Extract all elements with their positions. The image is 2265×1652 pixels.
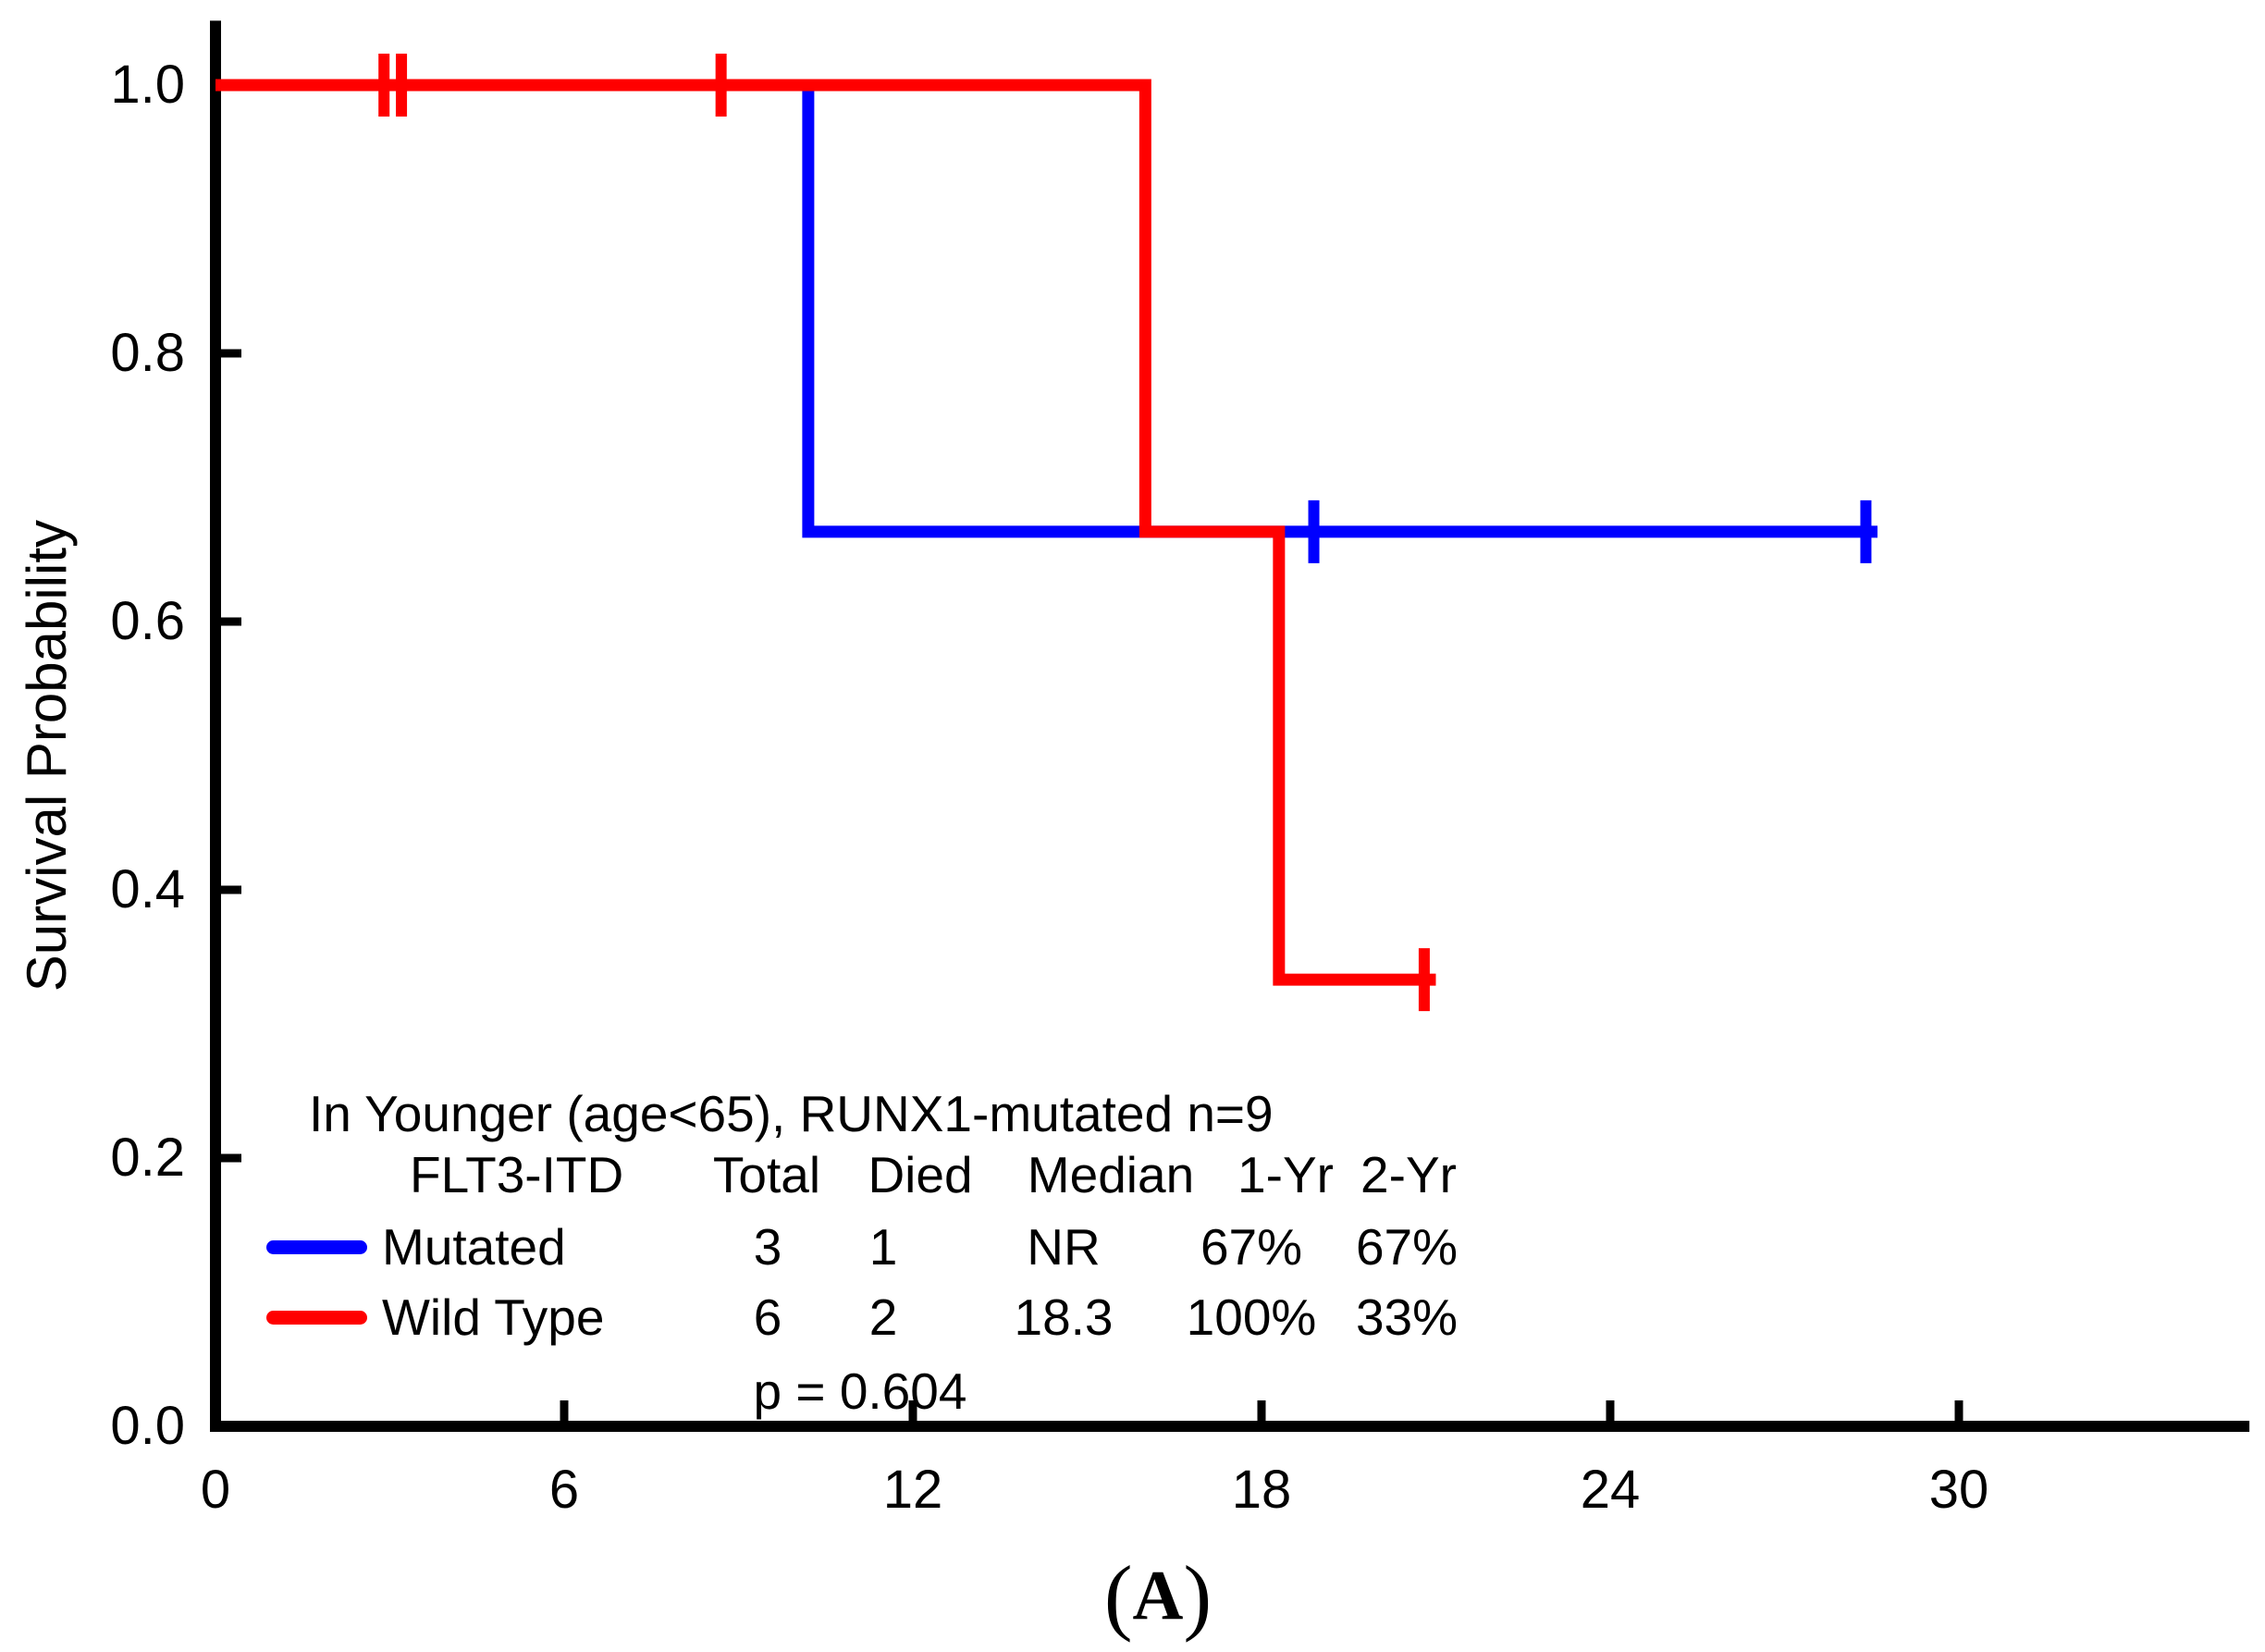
x-tick-label: 24 [1580, 1460, 1641, 1520]
caption-open-paren: ( [1103, 1548, 1133, 1643]
x-tick-label: 12 [882, 1460, 943, 1520]
legend-cell-2yr: 67% [1355, 1218, 1459, 1276]
panel-caption: (A) [1104, 1547, 1212, 1645]
caption-letter: A [1132, 1557, 1184, 1634]
legend-cell-1yr: 67% [1200, 1218, 1303, 1276]
x-tick-label: 6 [548, 1460, 580, 1520]
legend-cell-median: NR [1027, 1218, 1101, 1276]
legend-header-flt3-itd: FLT3-ITD [410, 1146, 624, 1203]
legend-cell-died: 1 [868, 1218, 898, 1276]
legend-cell-total: 6 [753, 1288, 782, 1346]
survival-curve-mutated [215, 79, 1878, 538]
legend-row-label: Wild Type [382, 1288, 605, 1346]
legend-cell-2yr: 33% [1355, 1288, 1459, 1346]
legend-context-line: In Younger (age<65), RUNX1-mutated n=9 [309, 1085, 1274, 1142]
y-axis-title-wrap: Survival Probability [7, 85, 85, 1426]
legend-header-died: Died [868, 1146, 973, 1203]
x-tick-label: 30 [1928, 1460, 1989, 1520]
legend-header-total: Total [712, 1146, 821, 1203]
legend-cell-1yr: 100% [1186, 1288, 1317, 1346]
y-tick-label: 0.4 [110, 859, 185, 919]
legend-cell-median: 18.3 [1014, 1288, 1114, 1346]
y-tick-label: 0.6 [110, 591, 185, 651]
survival-curve-wild-type [215, 79, 1436, 986]
legend-header-1yr: 1-Yr [1237, 1146, 1334, 1203]
legend-cell-total: 3 [753, 1218, 782, 1276]
caption-close-paren: ) [1183, 1548, 1213, 1643]
legend-header-2yr: 2-Yr [1360, 1146, 1457, 1203]
y-tick-label: 1.0 [110, 55, 185, 115]
legend-cell-died: 2 [868, 1288, 898, 1346]
y-tick-label: 0.0 [110, 1396, 185, 1456]
y-tick-label: 0.8 [110, 323, 185, 383]
p-value-text: p = 0.604 [753, 1362, 967, 1420]
legend-swatch-mutated [266, 1240, 367, 1254]
legend-swatch-wild-type [266, 1311, 367, 1325]
x-tick-label: 18 [1231, 1460, 1292, 1520]
legend-header-median: Median [1027, 1146, 1195, 1203]
y-tick-label: 0.2 [110, 1128, 185, 1188]
legend-row-label: Mutated [382, 1218, 566, 1276]
x-tick-label: 0 [200, 1460, 231, 1520]
y-axis-title: Survival Probability [15, 519, 78, 992]
